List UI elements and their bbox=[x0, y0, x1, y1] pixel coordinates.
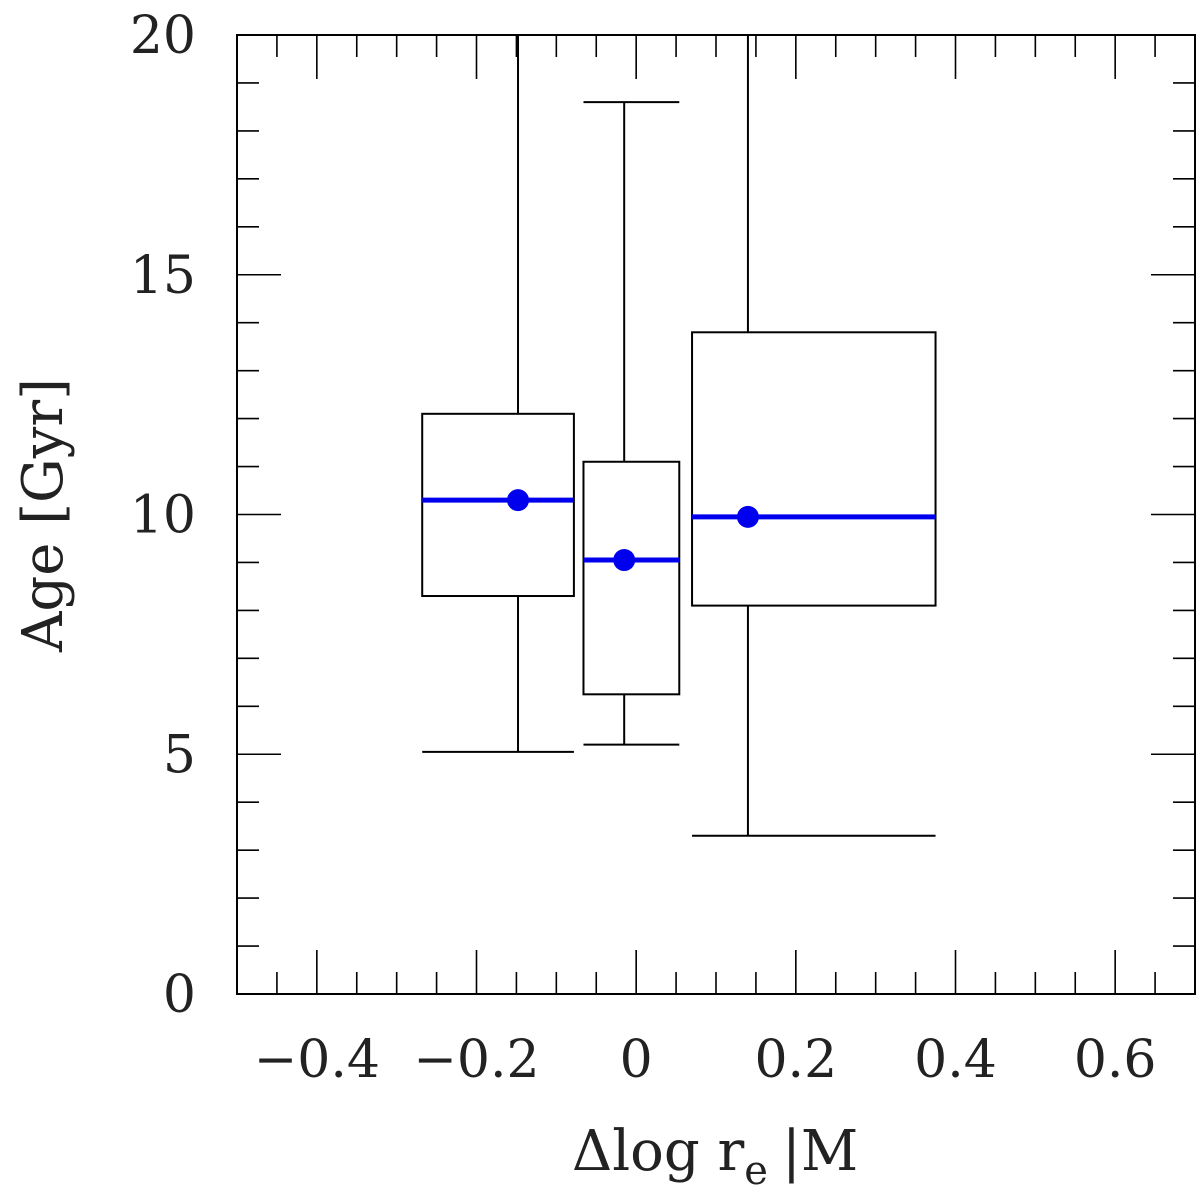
box-group bbox=[691, 35, 937, 837]
plot-frame bbox=[236, 34, 1196, 995]
axis-ticks bbox=[236, 34, 1196, 995]
box-series bbox=[421, 35, 937, 837]
x-tick-labels: −0.4 −0.2 0 0.2 0.4 0.6 bbox=[254, 1030, 1157, 1090]
x-tick-label: 0.2 bbox=[754, 1030, 837, 1090]
interquartile-box bbox=[582, 460, 681, 696]
mean-point bbox=[507, 489, 530, 512]
mean-point bbox=[736, 505, 759, 528]
x-axis-label: Δlog re |M bbox=[572, 1119, 858, 1193]
y-tick-label: 10 bbox=[130, 486, 196, 546]
interquartile-box bbox=[421, 412, 575, 598]
x-tick-label: 0 bbox=[620, 1030, 653, 1090]
x-tick-label: 0.4 bbox=[914, 1030, 997, 1090]
y-tick-label: 0 bbox=[163, 965, 196, 1025]
x-tick-label: −0.4 bbox=[254, 1030, 380, 1090]
box-group bbox=[421, 35, 575, 753]
x-tick-label: 0.6 bbox=[1074, 1030, 1157, 1090]
interquartile-box bbox=[691, 331, 937, 607]
mean-point bbox=[613, 549, 636, 572]
y-tick-labels: 0 5 10 15 20 bbox=[130, 6, 196, 1025]
y-axis-label: Age [Gyr] bbox=[11, 378, 76, 653]
box-group bbox=[582, 101, 681, 746]
x-tick-label: −0.2 bbox=[413, 1030, 539, 1090]
y-tick-label: 5 bbox=[163, 725, 196, 785]
y-tick-label: 15 bbox=[130, 246, 196, 306]
y-tick-label: 20 bbox=[130, 6, 196, 66]
